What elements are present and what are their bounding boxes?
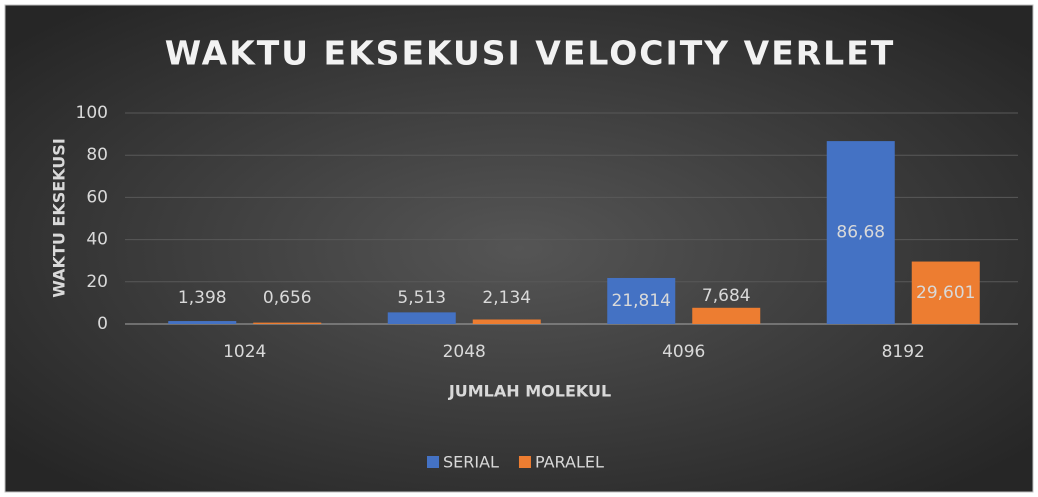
data-label: 29,601 <box>916 283 975 303</box>
legend-label: SERIAL <box>443 453 499 472</box>
y-tick-label: 20 <box>86 272 108 292</box>
bar <box>826 141 895 324</box>
bar <box>472 319 541 324</box>
bar <box>253 322 322 324</box>
data-label: 86,68 <box>836 223 885 243</box>
y-tick-label: 100 <box>76 103 108 123</box>
bar <box>692 307 761 324</box>
x-tick-label: 2048 <box>443 342 486 362</box>
bar <box>607 277 676 324</box>
legend-swatch <box>427 456 439 468</box>
y-axis-title: WAKTU EKSEKUSI <box>50 138 69 298</box>
data-label: 5,513 <box>397 288 446 308</box>
bar <box>911 261 980 324</box>
x-tick-label: 1024 <box>223 342 266 362</box>
y-tick-label: 0 <box>97 314 108 334</box>
data-label: 2,134 <box>482 288 531 308</box>
y-tick-label: 80 <box>86 145 108 165</box>
y-tick-label: 40 <box>86 230 108 250</box>
x-axis-title: JUMLAH MOLEKUL <box>448 382 611 401</box>
x-tick-label: 4096 <box>662 342 705 362</box>
bar <box>387 312 456 324</box>
data-label: 1,398 <box>178 288 227 308</box>
data-label: 0,656 <box>263 288 312 308</box>
data-label: 21,814 <box>612 291 671 311</box>
data-label: 7,684 <box>702 286 751 306</box>
x-tick-label: 8192 <box>882 342 925 362</box>
legend-swatch <box>518 456 531 468</box>
legend-label: PARALEL <box>535 453 604 472</box>
y-tick-label: 60 <box>86 187 108 207</box>
chart-title: WAKTU EKSEKUSI VELOCITY VERLET <box>165 34 896 73</box>
bar <box>168 321 237 324</box>
